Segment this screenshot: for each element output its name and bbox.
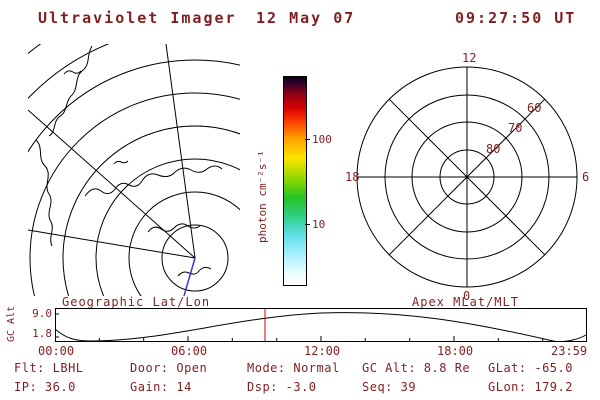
colorbar-tick-10-mark (305, 224, 310, 225)
status-glat: GLat: -65.0 (488, 361, 573, 375)
status-flt: Flt: LBHL (14, 361, 84, 375)
time-tick-1200: 12:00 (304, 344, 341, 358)
time-tick-0000: 00:00 (38, 344, 75, 358)
status-gc-alt: GC Alt: 8.8 Re (362, 361, 471, 375)
apex-panel-caption: Apex MLat/MLT (412, 295, 519, 309)
colorbar-tick-10: 10 (312, 218, 326, 231)
timeline-axis-ticks (55, 313, 544, 341)
timeline-y-max: 9.0 (32, 307, 52, 320)
time-tick-0600: 06:00 (171, 344, 208, 358)
coastline-outlines (35, 45, 223, 277)
header-time: 09:27:50 UT (455, 9, 577, 27)
geo-panel-caption: Geographic Lat/Lon (62, 295, 211, 309)
colorbar-units-label: photon cm⁻²s⁻¹ (256, 150, 269, 243)
intensity-colorbar (283, 76, 307, 286)
status-glon: GLon: 179.2 (488, 380, 573, 394)
colorbar-tick-100: 100 (312, 133, 332, 146)
apex-grid (356, 66, 578, 288)
timeline-y-min: 1.8 (32, 327, 52, 340)
timeline-frame (55, 308, 587, 342)
mlat-ring-label-70: 70 (508, 121, 522, 135)
apex-polar-panel: 12 18 6 0 60 70 80 (345, 51, 589, 302)
gc-alt-curve (55, 312, 587, 342)
geographic-grid (28, 44, 240, 296)
geographic-map-panel (28, 44, 240, 296)
page-title: Ultraviolet Imager (38, 9, 237, 27)
mlt-label-18: 18 (345, 170, 359, 184)
status-mode: Mode: Normal (247, 361, 340, 375)
status-gain: Gain: 14 (130, 380, 192, 394)
status-seq: Seq: 39 (362, 380, 417, 394)
timeline-y-axis-title: GC Alt (6, 305, 17, 342)
header-date: 12 May 07 (256, 9, 356, 27)
mlt-label-12: 12 (462, 51, 476, 65)
gc-alt-timeline-plot (55, 308, 587, 342)
time-tick-2359: 23:59 (551, 344, 588, 358)
mlt-label-0: 0 (463, 289, 470, 302)
status-dsp: Dsp: -3.0 (247, 380, 317, 394)
orbit-track-line (183, 257, 196, 296)
time-tick-1800: 18:00 (437, 344, 474, 358)
mlat-ring-label-60: 60 (527, 101, 541, 115)
colorbar-tick-100-mark (305, 139, 310, 140)
status-ip: IP: 36.0 (14, 380, 76, 394)
status-door: Door: Open (130, 361, 208, 375)
mlt-label-6: 6 (582, 170, 589, 184)
mlat-ring-label-80: 80 (486, 142, 500, 156)
